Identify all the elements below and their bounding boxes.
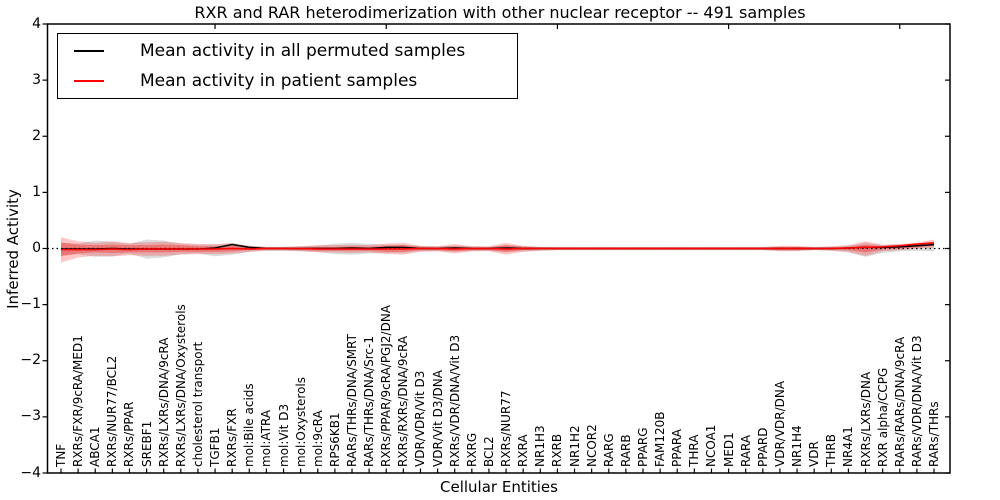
y-tick-label: 1 (32, 183, 41, 200)
x-tick-label: FAM120B (653, 411, 668, 468)
x-tick-label: RXRs/RXRs/DNA/9cRA (396, 335, 411, 467)
y-tick-label: 3 (32, 71, 41, 88)
patient-mean-line (61, 242, 935, 251)
x-tick-label: RXRB (550, 433, 565, 467)
x-tick-label: mol:Vit D3 (276, 403, 291, 467)
y-tick-label: −3 (20, 408, 41, 425)
permuted-line-swatch (74, 50, 104, 52)
legend: Mean activity in all permuted samples Me… (57, 33, 518, 99)
y-tick-label: 0 (32, 240, 41, 256)
x-tick-label: RXRs/FXR/9cRA/MED1 (71, 335, 86, 467)
x-tick-label: PPARD (755, 427, 770, 468)
x-tick-label: THRA (687, 434, 702, 467)
x-tick-label: PPARA (670, 429, 685, 467)
x-tick-label: MED1 (721, 432, 736, 467)
x-tick-label: NR4A1 (841, 426, 856, 467)
x-tick-label: mol:9cRA (310, 410, 325, 467)
x-tick-label: RXRG (464, 432, 479, 467)
x-tick-label: RXRs/NUR77/BCL2 (105, 355, 120, 467)
x-tick-label: mol:Oxysterols (293, 377, 308, 467)
x-tick-label: VDR/Vit D3/DNA (430, 370, 445, 467)
x-tick-label: SREBF1 (139, 420, 154, 467)
legend-item-permuted: Mean activity in all permuted samples (58, 38, 517, 64)
y-tick-label: −1 (20, 296, 41, 313)
x-axis-title: Cellular Entities (440, 478, 558, 496)
x-tick-label: RARs/RARs/DNA/9cRA (892, 336, 907, 467)
y-tick-label: −4 (20, 464, 41, 481)
band-patient-samples-range-outer (61, 237, 934, 263)
x-tick-label: RXRs/NUR77 (499, 390, 514, 467)
x-tick-label: VDR (807, 441, 822, 467)
legend-label-permuted: Mean activity in all permuted samples (140, 41, 466, 61)
x-tick-label: VDR/VDR/Vit D3 (413, 370, 428, 467)
x-tick-label: RXRs/PPAR (122, 401, 137, 467)
x-tick-label: TNF (54, 443, 68, 467)
x-tick-label: RXRs/PPAR/9cRA/PGJ2/DNA (379, 305, 394, 467)
x-tick-label: RXRs/LXRs/DNA/Oxysterols (173, 304, 188, 467)
x-tick-label: RXRs/LXRs/DNA/9cRA (156, 337, 171, 468)
x-tick-label: RXRs/FXR (225, 408, 240, 467)
y-tick-label: 4 (32, 15, 41, 32)
x-tick-label: RARA (738, 434, 753, 467)
x-tick-label: RXR alpha/CCPG (875, 367, 890, 467)
y-tick-label: 2 (32, 127, 41, 144)
x-tick-label: NR1H2 (567, 425, 582, 467)
chart-title: RXR and RAR heterodimerization with othe… (194, 3, 806, 22)
x-tick-label: NCOR2 (584, 424, 599, 467)
x-tick-label: BCL2 (481, 436, 496, 467)
x-tick-label: TGFB1 (208, 427, 223, 467)
x-tick-label: RARB (618, 434, 633, 467)
x-tick-label: ABCA1 (88, 426, 103, 467)
x-tick-label: mol:Bile acids (242, 383, 257, 467)
x-tick-label: PPARG (636, 427, 650, 467)
x-tick-label: NR1H4 (790, 425, 805, 467)
x-tick-label: NR1H3 (533, 425, 548, 467)
x-tick-label: RPS6KB1 (327, 412, 342, 467)
x-tick-label: RARs/VDR/DNA/Vit D3 (909, 335, 924, 467)
x-tick-label: RARs/THRs/DNA/SMRT (345, 334, 359, 467)
y-tick-label: −2 (20, 352, 41, 369)
x-tick-label: cholesterol transport (190, 341, 205, 467)
x-tick-label: RARs/THRs (927, 401, 941, 467)
x-tick-label: RXRs/LXRs/DNA (858, 371, 873, 467)
x-tick-label: RARG (601, 433, 616, 467)
x-tick-label: VDR/VDR/DNA (772, 380, 787, 467)
x-tick-label: mol:ATRA (259, 409, 274, 467)
legend-item-patient: Mean activity in patient samples (58, 68, 517, 94)
patient-line-swatch (74, 80, 104, 82)
x-tick-label: RXRs/VDR/DNA/Vit D3 (447, 334, 462, 467)
x-tick-label: RXRA (516, 434, 531, 467)
x-tick-label: RARs/THRs/DNA/Src-1 (362, 336, 377, 467)
legend-label-patient: Mean activity in patient samples (140, 71, 418, 91)
x-tick-label: NCOA1 (704, 424, 719, 467)
x-tick-label: THRB (824, 434, 839, 467)
